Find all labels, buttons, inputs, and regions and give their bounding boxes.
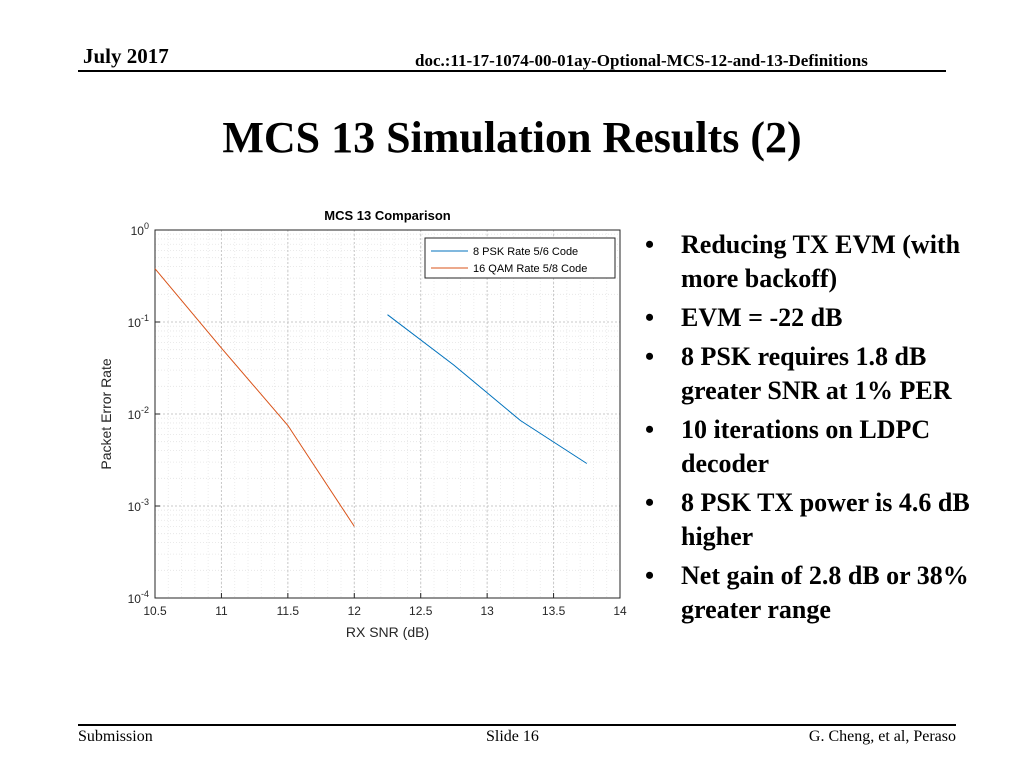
- footer-slide-number: Slide 16: [486, 728, 539, 745]
- y-tick-label: 10-4: [128, 589, 149, 606]
- mcs13-comparison-chart: 10.5 11 11.5 12 12.5 13 13.5 14 100 10-1 10-2 10-3 1…: [98, 208, 627, 640]
- x-axis-label: RX SNR (dB): [346, 624, 429, 640]
- bullet-item: 8 PSK requires 1.8 dB greater SNR at 1% …: [645, 340, 975, 408]
- y-tick-label: 10-2: [128, 405, 149, 422]
- footer-submission: Submission: [78, 728, 153, 745]
- legend-box: [424, 237, 616, 279]
- slide-title: MCS 13 Simulation Results (2): [222, 113, 802, 162]
- legend-label-1: 8 PSK Rate 5/6 Code: [473, 246, 578, 258]
- header-doc-id: doc.:11-17-1074-00-01ay-Optional-MCS-12-…: [415, 51, 868, 70]
- legend-label-2: 16 QAM Rate 5/8 Code: [473, 263, 587, 275]
- chart-title: MCS 13 Comparison: [324, 208, 450, 223]
- x-tick-label: 10.5: [143, 604, 167, 618]
- footer-authors: G. Cheng, et al, Peraso: [808, 728, 956, 745]
- x-tick-label: 13: [480, 604, 494, 618]
- y-tick-label: 10-3: [128, 497, 149, 514]
- bullet-item: EVM = -22 dB: [645, 301, 975, 335]
- x-tick-label: 11: [215, 604, 228, 618]
- bullet-list: Reducing TX EVM (with more backoff) EVM …: [645, 228, 975, 632]
- x-tick-label: 13.5: [542, 604, 566, 618]
- series-line-1: [387, 314, 588, 464]
- x-tick-label: 12.5: [409, 604, 433, 618]
- header-rule: [78, 70, 946, 72]
- bullet-item: 8 PSK TX power is 4.6 dB higher: [645, 486, 975, 554]
- y-axis-label: Packet Error Rate: [98, 358, 114, 469]
- footer-rule: [78, 724, 956, 726]
- x-tick-label: 11.5: [277, 604, 300, 618]
- bullet-item: 10 iterations on LDPC decoder: [645, 413, 975, 481]
- y-tick-label: 10-1: [128, 313, 149, 330]
- bullet-item: Reducing TX EVM (with more backoff): [645, 228, 975, 296]
- series-line-2: [154, 268, 355, 527]
- y-tick-label: 100: [131, 221, 149, 238]
- header-date: July 2017: [83, 44, 169, 68]
- x-tick-label: 12: [348, 604, 362, 618]
- bullet-item: Net gain of 2.8 dB or 38% greater range: [645, 559, 975, 627]
- x-tick-label: 14: [613, 604, 627, 618]
